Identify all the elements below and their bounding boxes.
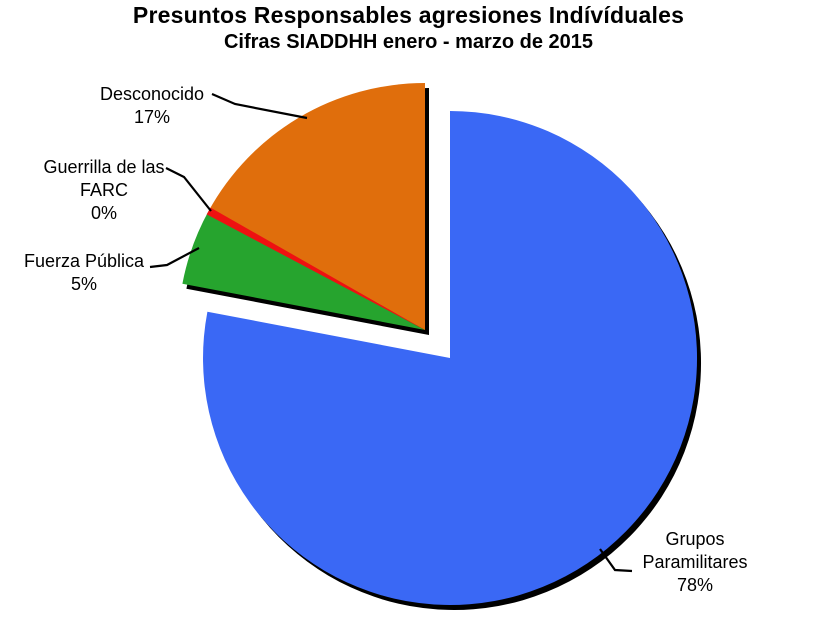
slice-label-grupos-paramilitares-pct: 78%	[676, 575, 714, 595]
slice-label-desconocido-pct: 17%	[133, 107, 171, 127]
slice-label-desconocido: Desconocido 17%	[82, 83, 222, 129]
leader-line-grupos-paramilitares	[599, 548, 633, 573]
slice-label-guerrilla-farc: Guerrilla de las FARC 0%	[34, 156, 174, 225]
leader-line-fuerza-publica	[149, 247, 200, 269]
slice-label-guerrilla-farc-name: Guerrilla de las FARC	[43, 157, 165, 200]
slice-label-grupos-paramilitares: Grupos Paramilitares 78%	[625, 528, 765, 597]
slice-label-fuerza-publica: Fuerza Pública 5%	[14, 250, 154, 296]
pie-slice-fuerza-publica	[182, 211, 425, 330]
slice-label-fuerza-publica-pct: 5%	[70, 274, 97, 294]
pie-slice-desconocido	[208, 83, 425, 330]
slice-label-guerrilla-farc-pct: 0%	[90, 203, 117, 223]
pie-slice-grupos-paramilitares	[203, 110, 698, 605]
slice-label-grupos-paramilitares-name: Grupos Paramilitares	[642, 529, 748, 572]
pie-slice-guerrilla-farc	[206, 207, 425, 330]
chart-subtitle: Cifras SIADDHH enero - marzo de 2015	[223, 31, 593, 53]
chart-title: Presuntos Responsables agresiones Indíví…	[132, 2, 685, 28]
leader-line-desconocido	[211, 92, 308, 120]
slice-label-fuerza-publica-name: Fuerza Pública	[23, 251, 145, 271]
leader-line-guerrilla-farc	[165, 167, 212, 212]
slice-label-desconocido-name: Desconocido	[99, 84, 205, 104]
